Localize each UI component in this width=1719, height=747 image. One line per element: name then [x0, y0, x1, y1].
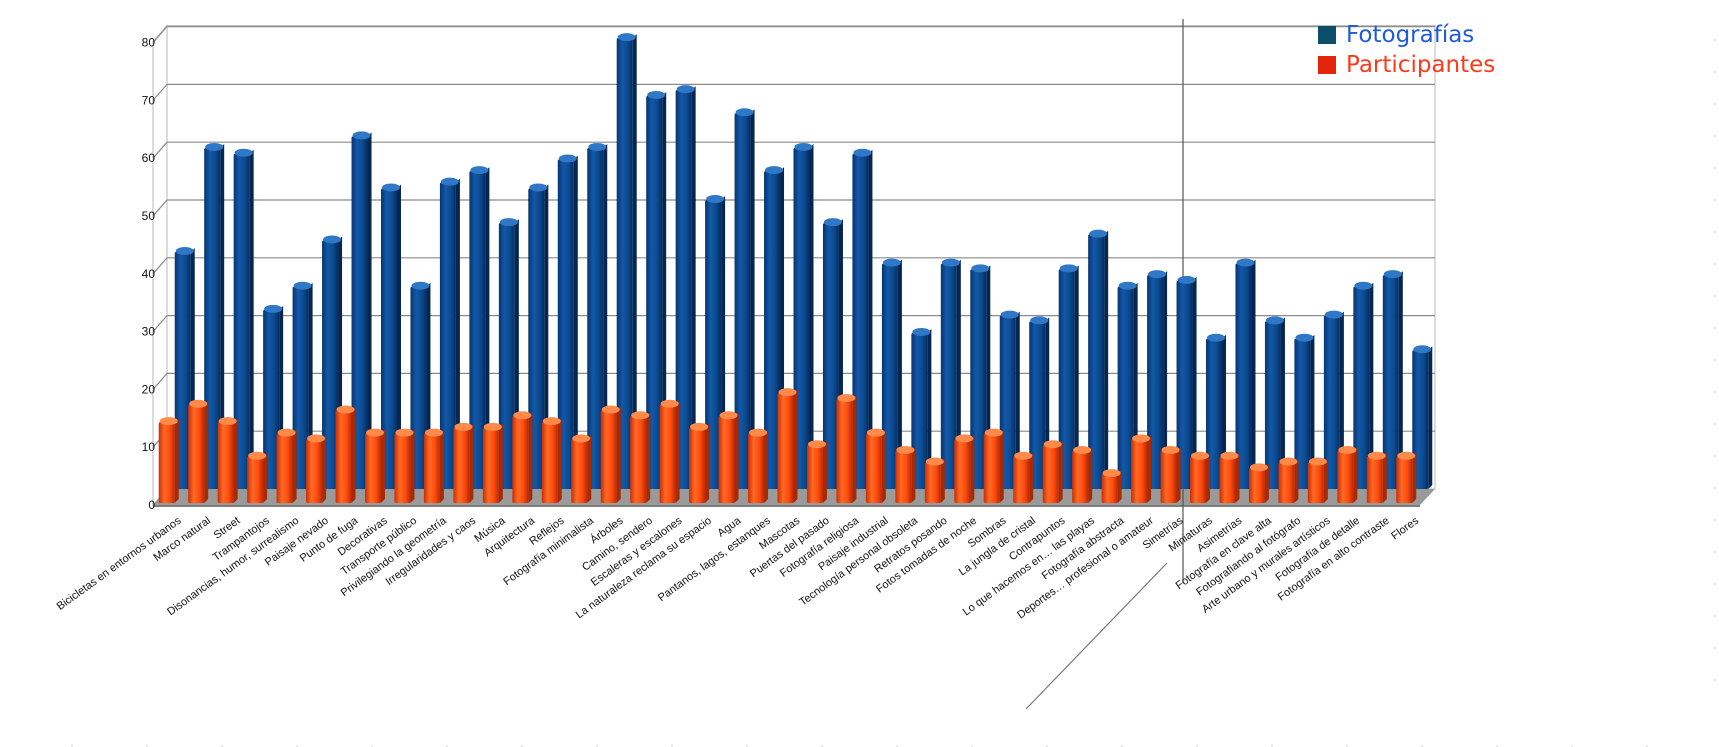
bar-participantes: [777, 388, 798, 503]
legend-swatch: [1318, 56, 1336, 74]
bar-participantes: [512, 411, 533, 503]
bar-participantes: [335, 405, 356, 503]
bar-fotografias: [1235, 258, 1256, 489]
bar-fotografias: [1176, 275, 1197, 489]
bar-participantes: [1219, 451, 1240, 503]
gridline-side: [152, 373, 168, 390]
y-tick-label: 50: [142, 209, 156, 223]
bar-participantes: [1160, 445, 1181, 503]
y-tick-label: 20: [142, 382, 156, 396]
bar-fotografias: [1382, 270, 1403, 489]
bar-fotografias: [1264, 316, 1285, 489]
bar-participantes: [306, 434, 327, 503]
bar-fotografias: [734, 108, 755, 490]
bar-fotografias: [557, 154, 578, 490]
bar-participantes: [571, 434, 592, 503]
bar-participantes: [364, 428, 385, 503]
y-tick-label: 80: [142, 36, 156, 50]
bar-participantes: [1248, 463, 1269, 503]
bar-participantes: [423, 428, 444, 503]
bar-participantes: [188, 399, 209, 503]
y-tick-label: 0: [148, 498, 155, 512]
bar-participantes: [748, 428, 769, 503]
bar-fotografias: [469, 166, 490, 489]
bar-fotografias: [646, 90, 667, 490]
bar-participantes: [1307, 457, 1328, 503]
bar-participantes: [1042, 440, 1063, 503]
bar-participantes: [836, 393, 857, 503]
bar-participantes: [630, 411, 651, 503]
bar-fotografias: [1294, 333, 1315, 489]
bar-participantes: [276, 428, 297, 503]
bars: [158, 33, 1433, 503]
gridline-side: [152, 26, 168, 43]
y-tick-label: 40: [142, 267, 156, 281]
bar-participantes: [1131, 434, 1152, 503]
bar-participantes: [1190, 451, 1211, 503]
floor-edge: [153, 505, 1420, 507]
category-label: Flores: [1389, 514, 1421, 542]
bar-participantes: [689, 422, 710, 503]
y-tick-label: 60: [142, 151, 156, 165]
bar-participantes: [806, 440, 827, 503]
bar-fotografias: [1323, 310, 1344, 489]
gridline-side: [152, 199, 168, 217]
bar-participantes: [718, 411, 739, 503]
bar-fotografias: [1206, 333, 1227, 489]
legend: Fotografías Participantes: [1318, 22, 1495, 78]
bar-participantes: [217, 417, 238, 503]
bar-participantes: [1366, 451, 1387, 503]
bar-fotografias: [1088, 229, 1109, 489]
y-tick-label: 10: [142, 440, 156, 454]
y-tick-label: 30: [142, 325, 156, 339]
bar-participantes: [865, 428, 886, 503]
divider-leader: [1025, 562, 1168, 710]
bar-participantes: [600, 405, 621, 503]
y-tick-label: 70: [142, 93, 156, 107]
bar-fotografias: [439, 177, 460, 489]
gridline-side: [152, 141, 168, 159]
bar-fotografias: [1058, 264, 1079, 489]
bar-participantes: [394, 428, 415, 503]
gridline-side: [152, 315, 168, 332]
gridline-side: [152, 84, 168, 101]
bar-fotografias: [1353, 281, 1374, 489]
legend-label: Fotografías: [1346, 22, 1474, 48]
bar-participantes: [1013, 451, 1034, 503]
bar-participantes: [453, 422, 474, 503]
bar-participantes: [895, 445, 916, 503]
bar-participantes: [954, 434, 975, 503]
bar-participantes: [1396, 451, 1417, 503]
bar-participantes: [659, 399, 680, 503]
bar-participantes: [1278, 457, 1299, 503]
bar-fotografias: [675, 85, 696, 490]
legend-swatch: [1318, 26, 1336, 44]
bar-participantes: [541, 417, 562, 503]
bar-participantes: [1101, 469, 1122, 503]
bar-fotografias: [587, 142, 608, 490]
bar-fotografias: [380, 183, 401, 489]
bar-participantes: [924, 457, 945, 503]
bar-participantes: [482, 422, 503, 503]
gridline-side: [152, 257, 168, 275]
bar-participantes: [247, 451, 268, 503]
bar-fotografias: [351, 131, 372, 490]
bar-fotografias: [616, 33, 637, 489]
bar-participantes: [1337, 445, 1358, 503]
bar-participantes: [1072, 445, 1093, 503]
bar-fotografias: [940, 258, 961, 489]
bar-fotografias: [233, 148, 254, 489]
bar-participantes: [983, 428, 1004, 503]
legend-label: Participantes: [1346, 52, 1495, 78]
bar-participantes: [158, 417, 179, 503]
category-label: Bicicletas en entornos urbanos: [55, 514, 184, 612]
